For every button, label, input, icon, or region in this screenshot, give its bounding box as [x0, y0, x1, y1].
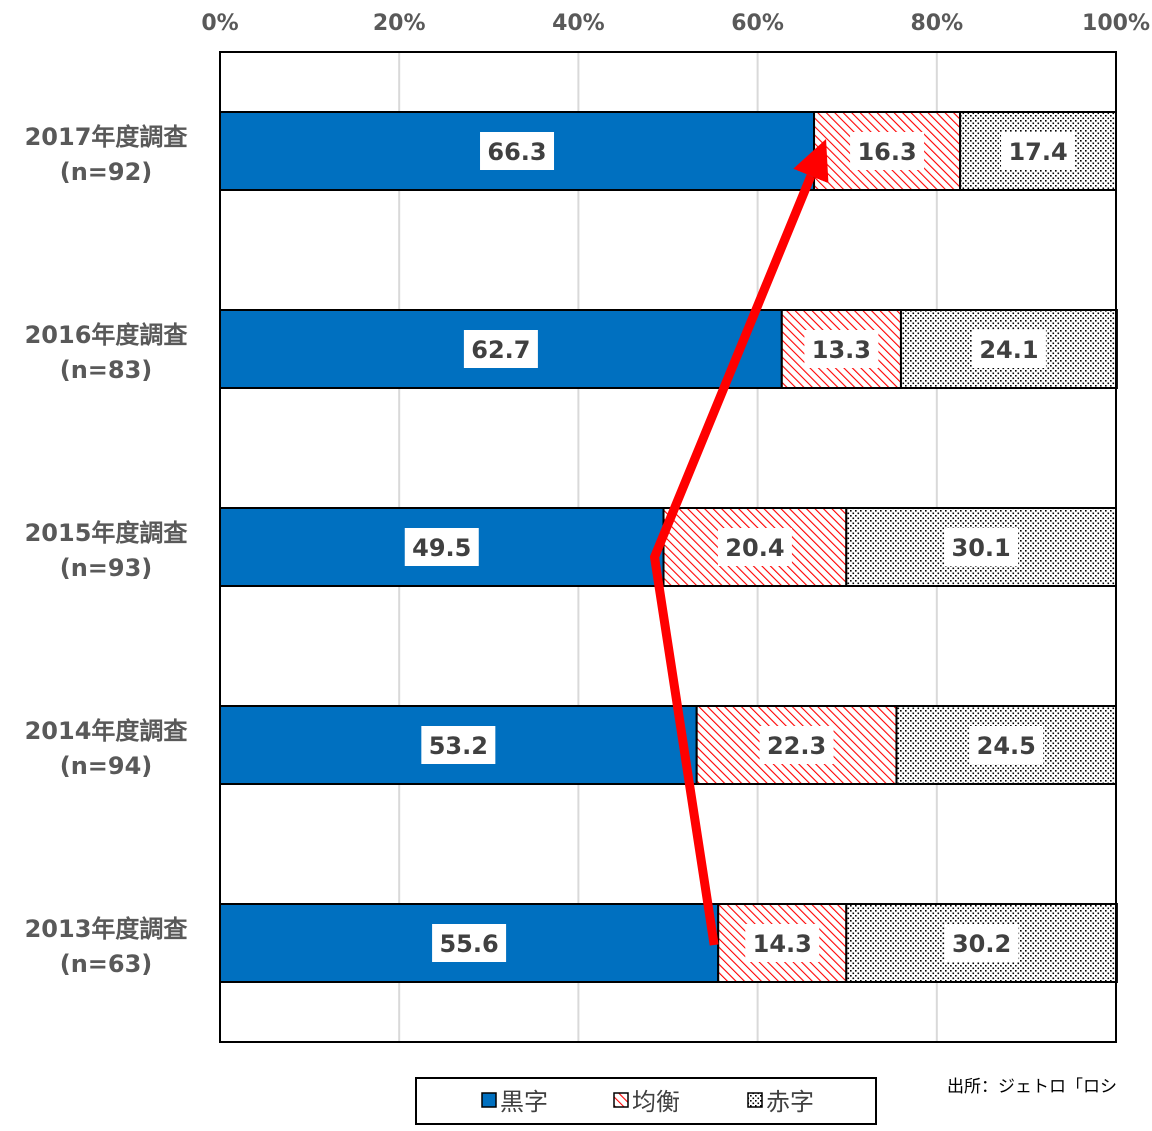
data-label: 22.3 — [767, 732, 826, 760]
data-label: 62.7 — [471, 336, 530, 364]
x-tick-label: 20% — [373, 11, 426, 36]
plot-frame — [219, 51, 1117, 1043]
data-label-box — [944, 528, 1019, 566]
bar-segment — [959, 111, 1118, 191]
x-axis-ticks: 0% 20% 40% 60% 80% 100% — [201, 11, 1150, 36]
data-labels: 66.3 16.3 17.4 62.7 13.3 24.1 49.5 20.4 30.1 53.2… — [404, 132, 1076, 962]
legend-label: 均衡 — [632, 1088, 680, 1116]
trend-arrow-line — [649, 139, 829, 946]
category-label: 2015年度調査 — [25, 519, 188, 547]
category-label: 2014年度調査 — [25, 717, 188, 745]
category-label: 2013年度調査 — [25, 915, 188, 943]
category-n-label: (n=83) — [60, 356, 153, 384]
legend-swatch — [747, 1092, 763, 1108]
legend-label: 赤字 — [766, 1088, 814, 1116]
x-tick-label: 60% — [731, 11, 784, 36]
x-tick-label: 40% — [552, 11, 605, 36]
data-label-box — [850, 132, 925, 170]
data-label: 49.5 — [412, 534, 471, 562]
data-label: 24.1 — [979, 336, 1038, 364]
data-label-box — [745, 924, 820, 962]
category-n-label: (n=94) — [60, 752, 153, 780]
category-n-label: (n=92) — [60, 158, 153, 186]
data-label: 66.3 — [487, 138, 546, 166]
data-label: 14.3 — [753, 930, 812, 958]
legend-label: 黒字 — [500, 1088, 548, 1116]
data-label-box — [759, 726, 834, 764]
data-label-box — [421, 726, 496, 764]
bar-segment — [695, 705, 898, 785]
data-label-box — [804, 330, 879, 368]
data-label: 30.2 — [952, 930, 1011, 958]
legend-swatch — [481, 1092, 497, 1108]
data-label-box — [969, 726, 1044, 764]
data-label-box — [404, 528, 479, 566]
data-label-box — [432, 924, 507, 962]
category-label: 2017年度調査 — [25, 123, 188, 151]
source-note: 出所：ジェトロ「ロシ — [947, 1077, 1117, 1097]
data-label: 53.2 — [429, 732, 488, 760]
data-label-box — [971, 330, 1046, 368]
legend-swatch — [613, 1092, 629, 1108]
trend-arrow — [649, 139, 829, 946]
data-label-box — [1001, 132, 1076, 170]
legend: 黒字 均衡 赤字 — [415, 1077, 877, 1125]
x-tick-label: 100% — [1082, 11, 1150, 36]
data-label-box — [717, 528, 792, 566]
data-label: 24.5 — [977, 732, 1036, 760]
data-label-box — [463, 330, 538, 368]
data-label: 16.3 — [857, 138, 916, 166]
category-n-label: (n=93) — [60, 554, 153, 582]
category-labels: 2017年度調査 (n=92) 2016年度調査 (n=83) 2015年度調査 (n=9… — [25, 123, 188, 978]
data-label: 20.4 — [725, 534, 784, 562]
data-label: 17.4 — [1008, 138, 1067, 166]
data-label: 13.3 — [812, 336, 871, 364]
data-label: 30.1 — [952, 534, 1011, 562]
data-label-box — [944, 924, 1019, 962]
category-label: 2016年度調査 — [25, 321, 188, 349]
category-n-label: (n=63) — [60, 950, 153, 978]
data-label-box — [480, 132, 555, 170]
x-tick-label: 0% — [201, 11, 238, 36]
x-tick-label: 80% — [910, 11, 963, 36]
data-label: 55.6 — [439, 930, 498, 958]
